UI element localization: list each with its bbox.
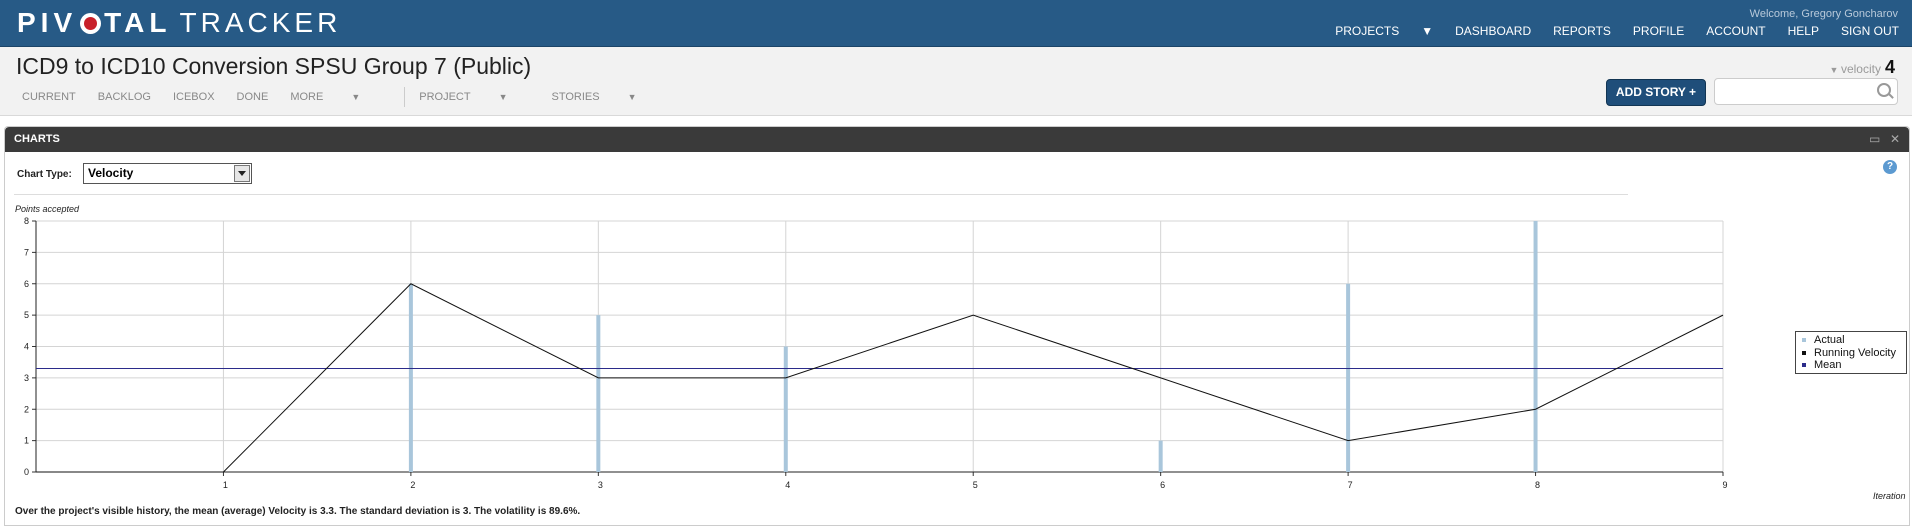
- x-axis-label: Iteration: [1873, 491, 1906, 501]
- tab-icebox[interactable]: ICEBOX: [172, 91, 215, 103]
- project-title[interactable]: ICD9 to ICD10 Conversion SPSU Group 7 (P…: [16, 53, 532, 79]
- logo-text-3: TRACKER: [179, 7, 342, 38]
- tab-more-label: MORE: [290, 91, 324, 103]
- x-tick-label: 9: [1722, 480, 1727, 490]
- y-tick-label: 8: [24, 216, 29, 226]
- velocity-label: velocity: [1840, 62, 1881, 76]
- nav-reports[interactable]: REPORTS: [1553, 24, 1611, 38]
- project-header: ICD9 to ICD10 Conversion SPSU Group 7 (P…: [0, 47, 1912, 116]
- legend-item-mean: Mean: [1802, 359, 1842, 371]
- maximize-icon[interactable]: ▭: [1869, 132, 1881, 146]
- charts-panel-header: CHARTS ▭ ✕: [5, 127, 1909, 152]
- chevron-down-icon: ▼: [627, 92, 637, 102]
- x-tick-label: 5: [973, 480, 978, 490]
- add-story-button[interactable]: ADD STORY +: [1606, 79, 1706, 106]
- logo-text-2: TAL: [104, 7, 172, 38]
- legend-label-actual: Actual: [1814, 334, 1845, 346]
- y-tick-label: 3: [24, 373, 29, 383]
- top-bar: PIV TAL TRACKER Welcome, Gregory Gonchar…: [0, 0, 1912, 47]
- search-icon: [1877, 83, 1891, 97]
- charts-panel: CHARTS ▭ ✕: [4, 126, 1910, 526]
- nav-dashboard[interactable]: DASHBOARD: [1455, 24, 1532, 38]
- y-tick-label: 1: [24, 436, 29, 446]
- menu-stories-label: STORIES: [551, 91, 600, 103]
- actual-bar: [783, 346, 788, 472]
- actual-bar: [1158, 440, 1163, 472]
- menu-project[interactable]: PROJECT ▼: [419, 91, 529, 103]
- chevron-down-icon: ▼: [498, 92, 508, 102]
- x-tick-label: 4: [785, 480, 790, 490]
- x-tick-label: 7: [1348, 480, 1353, 490]
- actual-bar: [408, 283, 413, 472]
- x-tick-label: 2: [410, 480, 415, 490]
- legend-swatch-actual: [1802, 338, 1806, 342]
- divider: [14, 194, 1628, 195]
- x-tick-label: 8: [1535, 480, 1540, 490]
- nav-help[interactable]: HELP: [1787, 24, 1819, 38]
- project-subnav: CURRENT BACKLOG ICEBOX DONE MORE ▼ PROJEC…: [22, 87, 681, 107]
- y-axis-label: Points accepted: [15, 204, 80, 214]
- y-tick-label: 4: [24, 342, 29, 352]
- y-tick-label: 2: [24, 404, 29, 414]
- chevron-down-icon: ▼: [1421, 24, 1434, 38]
- pivotal-tracker-logo[interactable]: PIV TAL TRACKER: [17, 7, 342, 38]
- chart-legend: Actual Running Velocity Mean: [1795, 331, 1907, 374]
- y-tick-label: 7: [24, 247, 29, 257]
- tab-more[interactable]: MORE ▼: [290, 91, 382, 103]
- nav-sign-out[interactable]: SIGN OUT: [1840, 24, 1899, 38]
- legend-item-running-velocity: Running Velocity: [1802, 347, 1896, 359]
- top-nav: PROJECTS ▼ DASHBOARD REPORTS PROFILE ACCO…: [1291, 24, 1899, 38]
- chevron-down-icon: [234, 165, 250, 182]
- x-tick-label: 1: [223, 480, 228, 490]
- y-tick-label: 0: [24, 467, 29, 477]
- actual-bar: [596, 315, 601, 472]
- tab-backlog[interactable]: BACKLOG: [97, 91, 151, 103]
- nav-account[interactable]: ACCOUNT: [1706, 24, 1766, 38]
- welcome-text: Welcome, Gregory Goncharov: [1749, 8, 1898, 20]
- y-tick-label: 5: [24, 310, 29, 320]
- actual-bar: [1346, 283, 1351, 472]
- help-icon[interactable]: ?: [1883, 160, 1897, 174]
- chart-type-label: Chart Type:: [17, 169, 72, 180]
- velocity-value: 4: [1884, 57, 1895, 77]
- close-icon[interactable]: ✕: [1890, 132, 1901, 146]
- charts-panel-title: CHARTS: [14, 133, 60, 145]
- y-tick-label: 6: [24, 279, 29, 289]
- legend-label-running-velocity: Running Velocity: [1814, 347, 1896, 359]
- velocity-summary: Over the project's visible history, the …: [15, 506, 581, 517]
- menu-stories[interactable]: STORIES ▼: [552, 91, 659, 103]
- nav-projects-label: PROJECTS: [1335, 24, 1400, 38]
- running-velocity-line: [36, 283, 1724, 473]
- x-tick-label: 3: [598, 480, 603, 490]
- legend-swatch-running-velocity: [1802, 351, 1806, 355]
- nav-projects[interactable]: PROJECTS ▼: [1313, 24, 1433, 38]
- actual-bar: [1533, 221, 1538, 472]
- logo-text-1: PIV: [17, 7, 78, 38]
- nav-profile[interactable]: PROFILE: [1632, 24, 1685, 38]
- chart-type-value: Velocity: [88, 166, 134, 180]
- tab-current[interactable]: CURRENT: [22, 91, 76, 103]
- legend-swatch-mean: [1802, 363, 1806, 367]
- chevron-down-icon: ▼: [1829, 65, 1841, 75]
- velocity-indicator[interactable]: ▼ velocity 4: [1830, 57, 1895, 78]
- x-tick-label: 6: [1160, 480, 1165, 490]
- menu-project-label: PROJECT: [419, 91, 471, 103]
- logo-dot-icon: [80, 12, 102, 34]
- legend-item-actual: Actual: [1802, 334, 1845, 346]
- search-input[interactable]: [1714, 78, 1898, 105]
- subnav-divider: [404, 87, 406, 107]
- tab-done[interactable]: DONE: [236, 91, 269, 103]
- chevron-down-icon: ▼: [351, 92, 361, 102]
- chart-type-select[interactable]: Velocity: [83, 163, 252, 184]
- legend-label-mean: Mean: [1814, 359, 1842, 371]
